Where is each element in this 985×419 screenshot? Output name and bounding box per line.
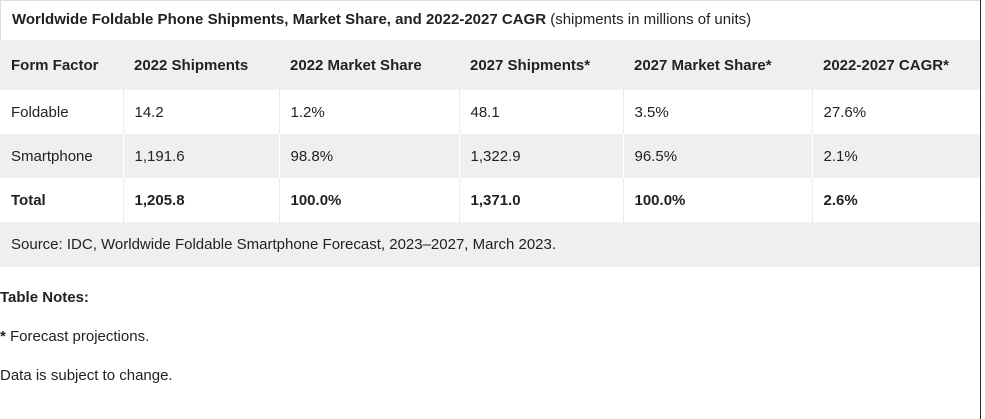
- table-source-row: Source: IDC, Worldwide Foldable Smartpho…: [0, 222, 980, 267]
- table-cell: Smartphone: [11, 147, 93, 165]
- table-cell: 96.5%: [622, 134, 812, 178]
- column-header-2027-market-share: 2027 Market Share*: [634, 56, 772, 74]
- shipments-table: Form Factor 2022 Shipments 2022 Market S…: [0, 40, 980, 267]
- table-cell: 1,322.9: [458, 134, 623, 178]
- table-cell: 2.6%: [811, 178, 980, 222]
- column-header-2022-shipments: 2022 Shipments: [134, 56, 249, 74]
- table-caption: Worldwide Foldable Phone Shipments, Mark…: [0, 0, 980, 40]
- table-cell: Total: [11, 191, 46, 209]
- table-cell: 1,371.0: [458, 178, 623, 222]
- column-header-form-factor: Form Factor: [11, 56, 99, 74]
- shipments-table-container: Worldwide Foldable Phone Shipments, Mark…: [0, 0, 981, 267]
- table-caption-subtitle: (shipments in millions of units): [550, 11, 752, 28]
- table-notes-title: Table Notes:: [0, 289, 89, 306]
- note-star: *: [0, 328, 6, 345]
- table-cell: 100.0%: [278, 178, 459, 222]
- column-header-cagr: 2022-2027 CAGR*: [823, 56, 949, 74]
- note-data-change: Data is subject to change.: [0, 367, 173, 384]
- table-source: Source: IDC, Worldwide Foldable Smartpho…: [0, 222, 980, 267]
- table-cell: 1.2%: [278, 90, 459, 134]
- note-forecast: * Forecast projections.: [0, 328, 149, 345]
- table-cell: Foldable: [11, 103, 69, 121]
- table-cell: 14.2: [122, 90, 279, 134]
- table-row-total: Total 1,205.8 100.0% 1,371.0 100.0% 2.6%: [0, 178, 980, 222]
- table-row-smartphone: Smartphone 1,191.6 98.8% 1,322.9 96.5% 2…: [0, 134, 980, 178]
- table-cell: 2.1%: [811, 134, 980, 178]
- table-row-foldable: Foldable 14.2 1.2% 48.1 3.5% 27.6%: [0, 90, 980, 134]
- table-cell: 3.5%: [622, 90, 812, 134]
- table-cell: 98.8%: [278, 134, 459, 178]
- table-cell: 1,191.6: [122, 134, 279, 178]
- table-header-row: Form Factor 2022 Shipments 2022 Market S…: [0, 40, 980, 90]
- table-cell: 48.1: [458, 90, 623, 134]
- table-caption-title: Worldwide Foldable Phone Shipments, Mark…: [12, 11, 547, 28]
- column-header-2022-market-share: 2022 Market Share: [290, 56, 422, 74]
- table-cell: 27.6%: [811, 90, 980, 134]
- table-cell: 100.0%: [622, 178, 812, 222]
- column-header-2027-shipments: 2027 Shipments*: [470, 56, 591, 74]
- page-right-border: [980, 0, 985, 419]
- table-cell: 1,205.8: [122, 178, 279, 222]
- note-forecast-text: Forecast projections.: [5, 328, 150, 345]
